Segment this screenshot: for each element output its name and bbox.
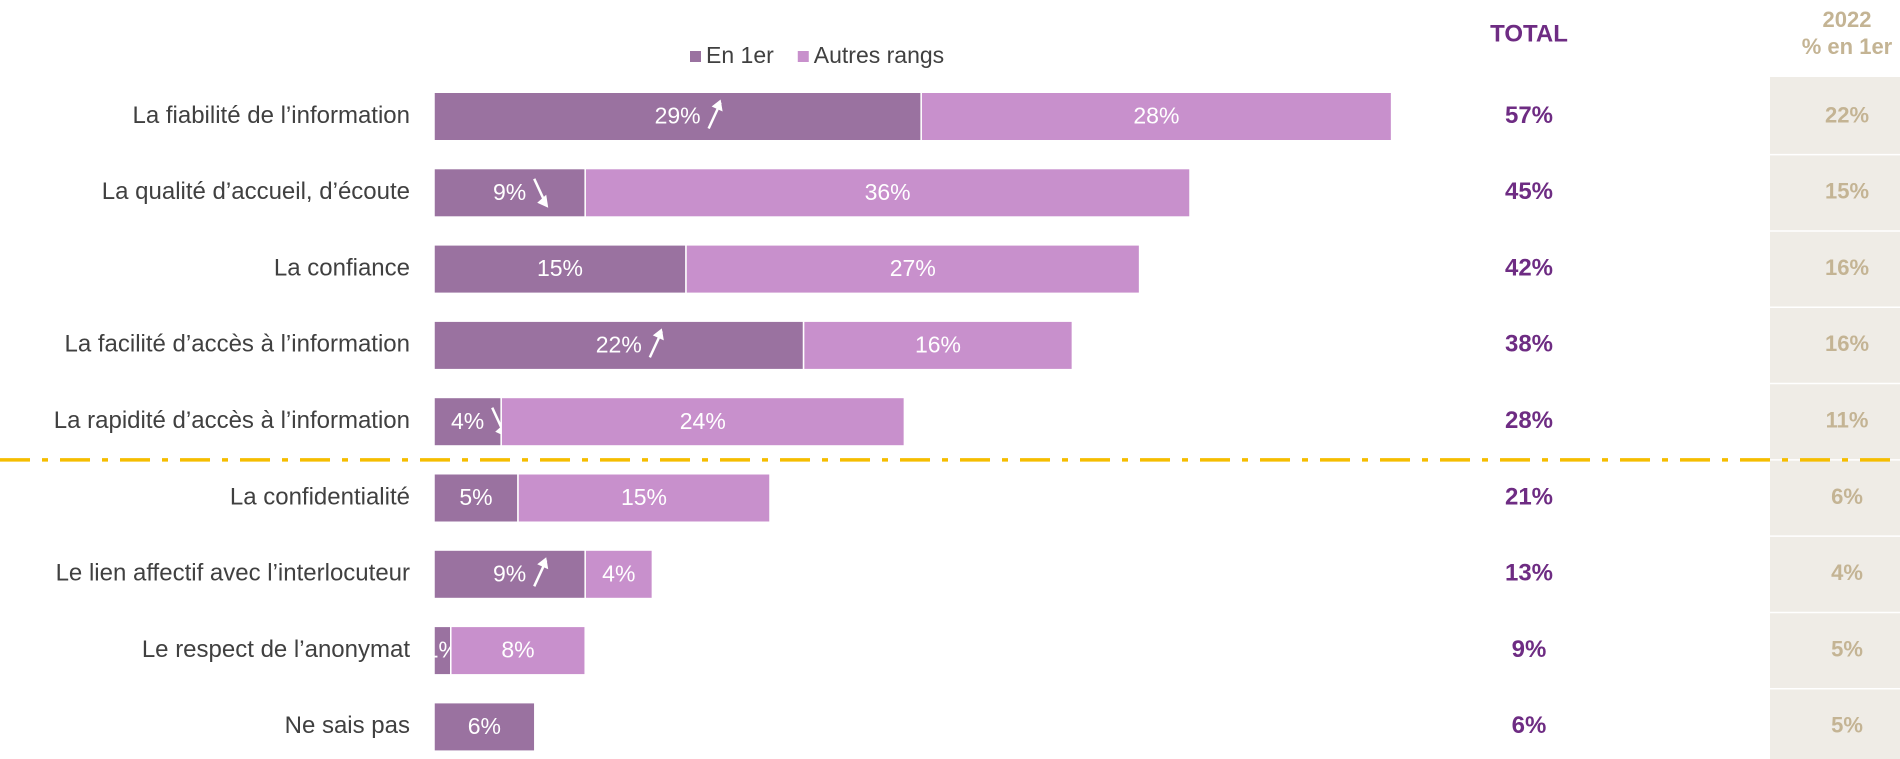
- value-2022: 15%: [1825, 179, 1869, 204]
- category-label: La confiance: [274, 254, 410, 281]
- value-label: 4%: [602, 560, 635, 586]
- bar-segment: [433, 396, 502, 447]
- legend-label: Autres rangs: [814, 42, 944, 68]
- value-2022: 22%: [1825, 102, 1869, 127]
- column-subtitle: % en 1er: [1802, 34, 1893, 59]
- bar-segment: [920, 91, 1393, 142]
- category-label: La rapidité d’accès à l’information: [54, 407, 410, 434]
- value-2022: 5%: [1831, 713, 1863, 738]
- column-background: [1770, 77, 1900, 759]
- bar-segment: [433, 167, 586, 218]
- bar-segment: [433, 91, 922, 142]
- value-label: 9%: [493, 179, 526, 205]
- value-label: 29%: [655, 103, 701, 129]
- total-value: 57%: [1505, 102, 1553, 129]
- trend-arrow-head: [537, 194, 549, 208]
- total-value: 38%: [1505, 331, 1553, 358]
- value-label: 15%: [537, 255, 583, 281]
- value-label: 9%: [493, 560, 526, 586]
- legend-swatch: [797, 51, 809, 62]
- bar-segment: [584, 167, 1191, 218]
- total-value: 9%: [1512, 636, 1547, 663]
- value-label: 28%: [1133, 103, 1179, 129]
- category-label: La fiabilité de l’information: [133, 102, 411, 129]
- value-2022: 11%: [1826, 408, 1869, 433]
- value-label: 6%: [468, 713, 501, 739]
- value-label: 24%: [680, 408, 726, 434]
- total-value: 42%: [1505, 254, 1553, 281]
- value-label: 15%: [621, 484, 667, 510]
- bar-segment: [584, 549, 654, 600]
- bar-segment: [433, 701, 536, 752]
- category-label: La qualité d’accueil, d’écoute: [102, 178, 410, 205]
- column-title: 2022: [1823, 7, 1872, 32]
- category-label: Le lien affectif avec l’interlocuteur: [56, 560, 410, 587]
- total-value: 6%: [1512, 712, 1547, 739]
- value-2022: 16%: [1825, 255, 1869, 280]
- legend-swatch: [690, 51, 701, 62]
- bar-segment: [450, 625, 586, 676]
- value-label: 8%: [501, 637, 534, 663]
- value-2022: 16%: [1825, 331, 1869, 356]
- bar-segment: [685, 244, 1141, 295]
- column-title: TOTAL: [1490, 20, 1568, 47]
- value-2022: 4%: [1831, 560, 1863, 585]
- total-value: 28%: [1505, 407, 1553, 434]
- category-label: Ne sais pas: [285, 712, 410, 739]
- total-value: 21%: [1505, 483, 1553, 510]
- category-label: La facilité d’accès à l’information: [64, 331, 410, 358]
- total-value: 13%: [1505, 560, 1553, 587]
- value-label: 16%: [915, 331, 961, 357]
- value-label: 36%: [865, 179, 911, 205]
- bar-segment: [433, 473, 519, 523]
- value-label: 5%: [459, 484, 492, 510]
- trend-arrow-head: [537, 557, 549, 570]
- bar-segment: [433, 320, 805, 371]
- trend-arrow-head: [652, 328, 664, 341]
- value-2022: 5%: [1831, 636, 1863, 661]
- bar-segment: [433, 244, 687, 295]
- value-label: 4%: [451, 408, 484, 434]
- value-label: 27%: [890, 255, 936, 281]
- bar-segment: [517, 473, 771, 523]
- value-label: 22%: [596, 331, 642, 357]
- trend-arrow-head: [711, 99, 723, 112]
- category-label: La confidentialité: [230, 483, 410, 510]
- category-label: Le respect de l’anonymat: [142, 636, 410, 663]
- bar-segment: [802, 320, 1074, 371]
- legend-label: En 1er: [706, 42, 774, 68]
- total-value: 45%: [1505, 178, 1553, 205]
- value-2022: 6%: [1831, 484, 1863, 509]
- bar-segment: [500, 396, 906, 447]
